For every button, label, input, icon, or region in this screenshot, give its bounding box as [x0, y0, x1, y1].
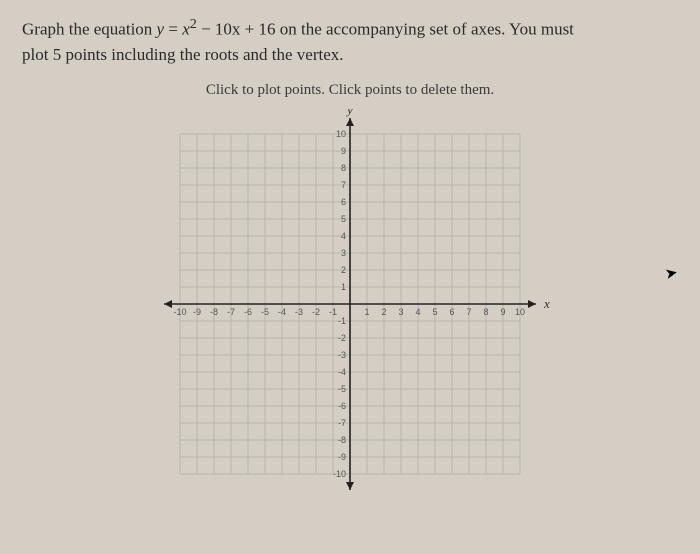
x-tick-label: 4 [415, 307, 420, 317]
x-tick-label: 8 [483, 307, 488, 317]
y-tick-label: 5 [341, 214, 346, 224]
x-tick-label: 3 [398, 307, 403, 317]
x-tick-label: 1 [364, 307, 369, 317]
x-tick-label: 7 [466, 307, 471, 317]
y-tick-label: 7 [341, 180, 346, 190]
y-tick-label: 2 [341, 265, 346, 275]
plot-instruction: Click to plot points. Click points to de… [0, 82, 700, 99]
y-tick-label: -10 [333, 469, 346, 479]
eq-x: x [182, 20, 190, 39]
y-tick-label: -7 [338, 418, 346, 428]
x-tick-label: -3 [295, 307, 303, 317]
x-axis-label: x [543, 296, 550, 311]
x-tick-label: 5 [432, 307, 437, 317]
mouse-cursor-icon: ➤ [664, 263, 680, 284]
x-tick-label: 10 [515, 307, 525, 317]
y-tick-label: 8 [341, 163, 346, 173]
x-tick-label: 2 [381, 307, 386, 317]
grid-svg[interactable]: -10-9-8-7-6-5-4-3-2-112345678910-10-9-8-… [140, 109, 560, 509]
x-tick-label: -2 [312, 307, 320, 317]
question-text: Graph the equation y = x2 − 10x + 16 on … [0, 0, 700, 74]
q-suffix: on the accompanying set of axes. You mus… [276, 20, 574, 39]
eq-eq: = [164, 20, 182, 39]
coordinate-plane[interactable]: -10-9-8-7-6-5-4-3-2-112345678910-10-9-8-… [140, 109, 560, 509]
x-tick-label: 6 [449, 307, 454, 317]
x-tick-label: -6 [244, 307, 252, 317]
x-tick-label: -10 [173, 307, 186, 317]
x-tick-label: 9 [500, 307, 505, 317]
eq-sup: 2 [190, 16, 197, 32]
y-tick-label: 6 [341, 197, 346, 207]
y-tick-label: 4 [341, 231, 346, 241]
y-tick-label: -2 [338, 333, 346, 343]
y-tick-label: -1 [338, 316, 346, 326]
x-tick-label: -8 [210, 307, 218, 317]
x-tick-label: -1 [329, 307, 337, 317]
y-tick-label: 9 [341, 146, 346, 156]
y-tick-label: 1 [341, 282, 346, 292]
x-tick-label: -4 [278, 307, 286, 317]
y-tick-label: -3 [338, 350, 346, 360]
y-axis-label: y [345, 109, 353, 117]
y-tick-label: -6 [338, 401, 346, 411]
q-prefix: Graph the equation [22, 20, 157, 39]
y-tick-label: -4 [338, 367, 346, 377]
x-tick-label: -5 [261, 307, 269, 317]
y-tick-label: 3 [341, 248, 346, 258]
y-tick-label: -8 [338, 435, 346, 445]
y-tick-label: -5 [338, 384, 346, 394]
q-line2: plot 5 points including the roots and th… [22, 45, 344, 64]
eq-y: y [157, 20, 165, 39]
eq-rest: − 10x + 16 [197, 20, 276, 39]
x-tick-label: -7 [227, 307, 235, 317]
y-tick-label: -9 [338, 452, 346, 462]
x-tick-label: -9 [193, 307, 201, 317]
y-tick-label: 10 [336, 129, 346, 139]
